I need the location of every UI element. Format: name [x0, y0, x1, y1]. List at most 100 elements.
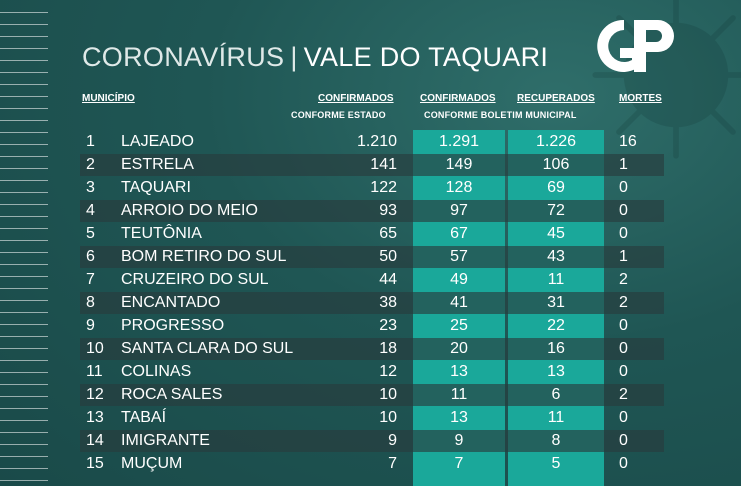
confirmed-bulletin-value: 25 [450, 317, 468, 334]
row-number: 9 [86, 317, 95, 334]
confirmed-state-value: 44 [379, 271, 397, 288]
confirmed-state-value: 10 [379, 409, 397, 426]
table-row: 9 PROGRESSO 23 25 22 0 [0, 314, 741, 337]
header-mortes: MORTES [619, 93, 662, 104]
recovered-value: 22 [547, 317, 565, 334]
page-title: CORONAVÍRUS | VALE DO TAQUARI [82, 42, 548, 73]
deaths-value: 2 [619, 294, 628, 311]
table-row: 1 LAJEADO 1.210 1.291 1.226 16 [0, 130, 741, 153]
confirmed-state-value: 122 [370, 179, 397, 196]
municipality-name: ROCA SALES [121, 386, 223, 403]
recovered-value: 69 [547, 179, 565, 196]
confirmed-state-value: 10 [379, 386, 397, 403]
title-separator: | [290, 42, 298, 72]
row-number: 1 [86, 133, 95, 150]
row-number: 15 [86, 455, 104, 472]
confirmed-state-value: 23 [379, 317, 397, 334]
confirmed-bulletin-value: 41 [450, 294, 468, 311]
title-region: VALE DO TAQUARI [303, 42, 549, 72]
deaths-value: 0 [619, 432, 628, 449]
row-number: 10 [86, 340, 104, 357]
row-number: 11 [86, 363, 103, 380]
recovered-value: 16 [547, 340, 565, 357]
confirmed-state-value: 38 [379, 294, 397, 311]
deaths-value: 0 [619, 363, 628, 380]
municipality-name: ARROIO DO MEIO [121, 202, 258, 219]
municipality-name: BOM RETIRO DO SUL [121, 248, 287, 265]
recovered-value: 6 [551, 386, 561, 403]
row-number: 13 [86, 409, 104, 426]
deaths-value: 0 [619, 409, 628, 426]
row-number: 6 [86, 248, 95, 265]
deaths-value: 0 [619, 340, 628, 357]
header-municipio: MUNICÍPIO [82, 93, 135, 104]
municipality-name: SANTA CLARA DO SUL [121, 340, 294, 357]
municipality-name: ESTRELA [121, 156, 194, 173]
municipality-name: MUÇUM [121, 455, 183, 472]
table-row: 4 ARROIO DO MEIO 93 97 72 0 [0, 199, 741, 222]
municipality-name: TABAÍ [121, 409, 167, 426]
deaths-value: 16 [619, 133, 637, 150]
deaths-value: 1 [619, 156, 628, 173]
confirmed-bulletin-value: 49 [450, 271, 468, 288]
municipality-name: LAJEADO [121, 133, 194, 150]
confirmed-state-value: 50 [379, 248, 397, 265]
gp-logo [597, 19, 674, 72]
recovered-value: 106 [542, 156, 570, 173]
confirmed-state-value: 141 [370, 156, 397, 173]
confirmed-bulletin-value: 20 [450, 340, 468, 357]
recovered-value: 5 [551, 455, 561, 472]
table-row: 2 ESTRELA 141 149 106 1 [0, 153, 741, 176]
table-row: 15 MUÇUM 7 7 5 0 [0, 452, 741, 475]
municipality-name: PROGRESSO [121, 317, 225, 334]
confirmed-bulletin-value: 67 [450, 225, 468, 242]
deaths-value: 0 [619, 179, 628, 196]
deaths-value: 0 [619, 202, 628, 219]
deaths-value: 2 [619, 271, 628, 288]
confirmed-state-value: 9 [388, 432, 397, 449]
table-row: 12 ROCA SALES 10 11 6 2 [0, 383, 741, 406]
table-row: 7 CRUZEIRO DO SUL 44 49 11 2 [0, 268, 741, 291]
recovered-value: 31 [547, 294, 565, 311]
municipality-name: CRUZEIRO DO SUL [121, 271, 269, 288]
recovered-value: 13 [547, 363, 565, 380]
title-coronavirus: CORONAVÍRUS [82, 42, 285, 72]
confirmed-bulletin-value: 57 [450, 248, 468, 265]
confirmed-state-value: 1.210 [356, 133, 397, 150]
municipality-name: ENCANTADO [121, 294, 221, 311]
row-number: 5 [86, 225, 95, 242]
header-confirmados-estado: CONFIRMADOS [318, 93, 394, 104]
table-row: 13 TABAÍ 10 13 11 0 [0, 406, 741, 429]
subheader-conforme-boletim: CONFORME BOLETIM MUNICIPAL [424, 110, 577, 120]
confirmed-state-value: 93 [379, 202, 397, 219]
recovered-value: 43 [547, 248, 565, 265]
deaths-value: 1 [619, 248, 628, 265]
row-number: 3 [86, 179, 95, 196]
confirmed-bulletin-value: 97 [450, 202, 468, 219]
recovered-value: 11 [547, 409, 565, 426]
confirmed-bulletin-value: 9 [454, 432, 464, 449]
recovered-value: 11 [547, 271, 565, 288]
confirmed-state-value: 7 [388, 455, 397, 472]
confirmed-bulletin-value: 149 [445, 156, 473, 173]
confirmed-bulletin-value: 128 [445, 179, 473, 196]
row-number: 8 [86, 294, 95, 311]
table-row: 14 IMIGRANTE 9 9 8 0 [0, 429, 741, 452]
confirmed-bulletin-value: 13 [450, 409, 468, 426]
table-row: 11 COLINAS 12 13 13 0 [0, 360, 741, 383]
recovered-value: 8 [551, 432, 561, 449]
subheader-conforme-estado: CONFORME ESTADO [291, 110, 386, 120]
deaths-value: 0 [619, 225, 628, 242]
deaths-value: 2 [619, 386, 628, 403]
confirmed-bulletin-value: 7 [454, 455, 464, 472]
confirmed-state-value: 65 [379, 225, 397, 242]
row-number: 7 [86, 271, 95, 288]
header-confirmados-boletim: CONFIRMADOS [420, 93, 496, 104]
table-row: 5 TEUTÔNIA 65 67 45 0 [0, 222, 741, 245]
deaths-value: 0 [619, 317, 628, 334]
confirmed-bulletin-value: 11 [450, 386, 468, 403]
confirmed-state-value: 12 [379, 363, 397, 380]
decorative-stripes [0, 0, 50, 486]
deaths-value: 0 [619, 455, 628, 472]
table-row: 6 BOM RETIRO DO SUL 50 57 43 1 [0, 245, 741, 268]
